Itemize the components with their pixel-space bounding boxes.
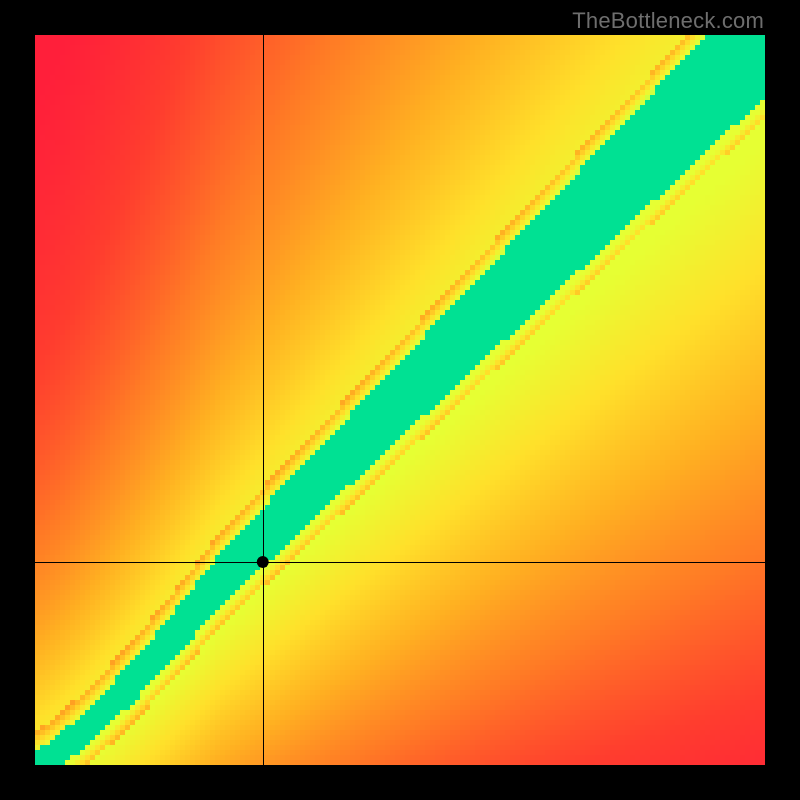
chart-container: TheBottleneck.com: [0, 0, 800, 800]
heatmap-canvas: [35, 35, 765, 765]
watermark-text: TheBottleneck.com: [572, 8, 764, 34]
plot-area: [35, 35, 765, 765]
